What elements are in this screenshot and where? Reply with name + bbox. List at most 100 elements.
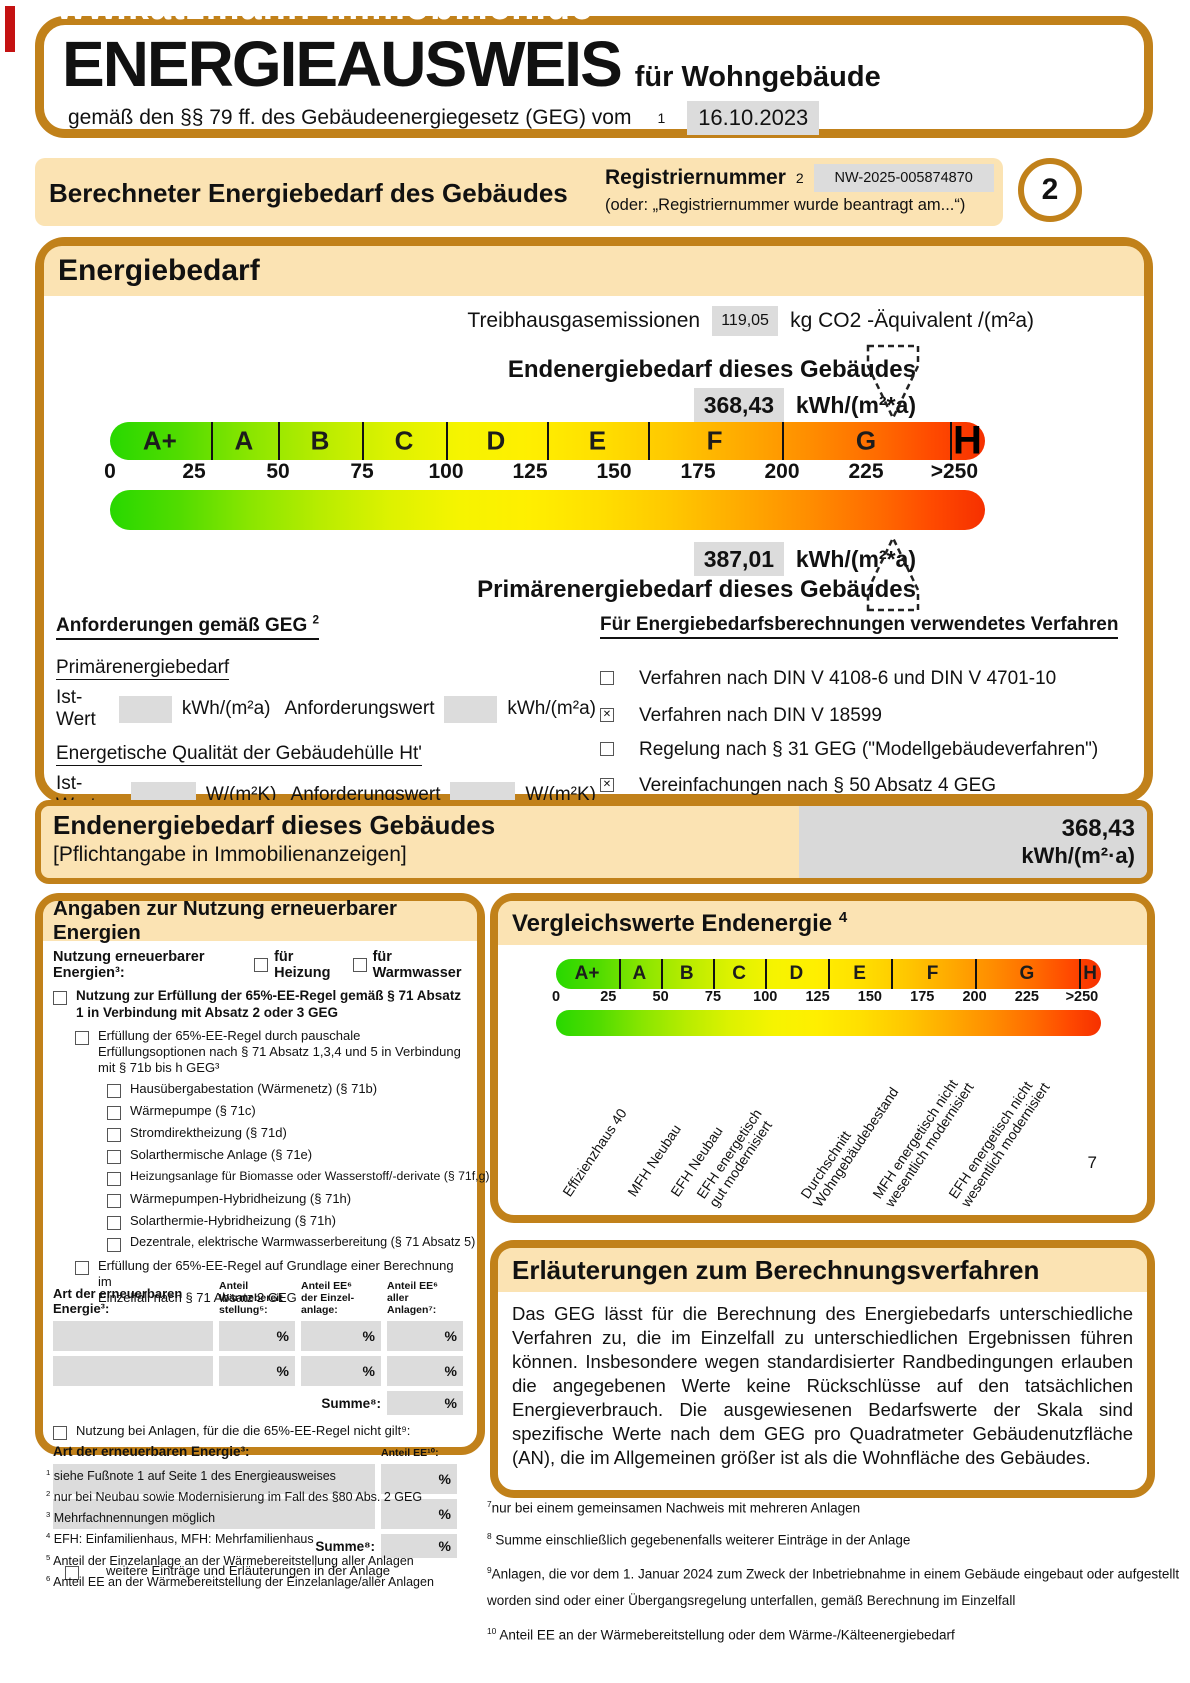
option-solarthermie-checkbox[interactable] [107,1149,121,1164]
pauschal-checkbox[interactable] [75,1030,89,1045]
not-applicable-label: Nutzung bei Anlagen, für die die 65%-EE-… [76,1423,411,1439]
primary-energy-label: Primärenergiebedarf dieses Gebäudes [477,576,916,603]
option-hausuebergabe-checkbox[interactable] [107,1083,121,1098]
end-energy-value-field[interactable]: 368,43 [693,388,784,422]
table1-row1-share2-field[interactable]: % [301,1321,381,1352]
table2-sum-field[interactable]: % [381,1534,457,1559]
scale-class-f: F [706,425,723,456]
option-stromdirekt-checkbox[interactable] [107,1127,121,1142]
table2-row2-type-field[interactable] [53,1499,375,1530]
more-entries-checkbox[interactable] [65,1566,79,1581]
energy-scale-letter-bar: A+ A B C D E F G H [110,419,985,463]
footnote-2: 2 nur bei Neubau sowie Modernisierung im… [46,1489,423,1505]
registration-number-field[interactable]: NW-2025-005874870 [813,164,994,192]
scale-class-g: G [855,425,877,456]
cmp-class-c: C [732,963,746,984]
table2-row2-share-field[interactable]: % [381,1499,457,1530]
option-biomasse-checkbox[interactable] [107,1171,121,1186]
table1-row1-share3-field[interactable]: % [387,1321,463,1352]
comparison-page-number: 7 [1087,1153,1097,1172]
comparison-letter-bar: A+ A B C D E F G H [556,959,1101,989]
requirements-title: Anforderungen gemäß GEG 2 [56,614,320,641]
footnotes-right: 7nur bei einem gemeinsamen Nachweis mit … [487,1494,1187,1652]
einzelfall-label: Erfüllung der 65%-EE-Regel auf Grundlage… [98,1257,454,1306]
renewables-box: Angaben zur Nutzung erneuerbarer Energie… [35,893,490,1581]
ist-wert-label: Ist-Wert [56,687,96,731]
law-reference: gemäß den §§ 79 ff. des Gebäudeenergiege… [68,106,632,129]
usage-heizung-label: für Heizung [274,949,331,981]
method-checkbox-vereinfachungen[interactable] [600,778,614,792]
primary-anf-field[interactable] [444,695,498,723]
usage-heizung-checkbox[interactable] [254,958,269,972]
scale-class-a: A [234,425,254,456]
footnote-9: 9Anlagen, die vor dem 1. Januar 2024 zum… [487,1565,1180,1608]
option-st-hybrid-label: Solarthermie-Hybridheizung (§ 71h) [130,1212,336,1228]
ghg-value-field[interactable]: 119,05 [712,306,779,336]
option-wp-hybrid-checkbox[interactable] [107,1193,121,1208]
cmp-class-e: E [853,963,866,984]
cmp-class-aplus: A+ [574,963,600,984]
table1-col2-header: Anteil EE⁶ der Einzel- anlage: [301,1280,355,1317]
energy-scale-gradient-bar [110,490,985,530]
table1-sum-field[interactable]: % [387,1391,463,1416]
not-applicable-checkbox[interactable] [53,1426,67,1441]
method-label-modellgebaeude: Regelung nach § 31 GEG ("Modellgebäudeve… [639,739,1099,760]
option-st-hybrid-checkbox[interactable] [107,1215,121,1230]
table1-col3-header: Anteil EE⁶ aller Anlagen⁷: [387,1280,438,1317]
explanations-body: Das GEG lässt für die Berechnung des Ene… [512,1303,1133,1469]
footnote-4: 4 EFH: Einfamilienhaus, MFH: Mehrfamilie… [46,1531,314,1547]
table1-row1-type-field[interactable] [53,1321,213,1352]
energy-box: Energiebedarf Treibhausgasemissionen 119… [35,237,1153,860]
method-checkbox-din18599[interactable] [600,708,614,722]
rule65-checkbox[interactable] [53,991,67,1005]
einzelfall-checkbox[interactable] [75,1260,89,1275]
explanations-title: Erläuterungen zum Berechnungsverfahren [512,1254,1040,1285]
option-biomasse-label: Heizungsanlage für Biomasse oder Wassers… [130,1168,490,1183]
method-checkbox-din4108[interactable] [600,671,614,685]
option-waermepumpe-checkbox[interactable] [107,1105,121,1120]
cmp-class-f: F [926,963,939,984]
table1-row2-share3-field[interactable]: % [387,1356,463,1387]
scale-class-h-current: H [953,418,982,463]
method-label-din18599: Verfahren nach DIN V 18599 [639,705,882,726]
primary-energy-value-field[interactable]: 387,01 [693,542,784,576]
table1-row2-share1-field[interactable]: % [219,1356,295,1387]
issue-date-field[interactable]: 16.10.2023 [687,101,820,135]
table1-col0-header: Art der erneuerbaren Energie³: [53,1285,183,1316]
table2-col0-header: Art der erneuerbaren Energie³: [53,1444,250,1460]
primary-energy-unit: kWh/(m²*a) [795,545,916,572]
method-checkbox-modellgebaeude[interactable] [600,742,614,756]
registration-alt-text: (oder: „Registriernummer wurde beantragt… [605,196,966,214]
footnote-ref-1: 1 [657,110,666,126]
cmp-class-d: D [789,963,804,984]
rule65-label: Nutzung zur Erfüllung der 65%-EE-Regel g… [76,988,462,1020]
ghg-unit: kg CO2 -Äquivalent /(m²a) [790,309,1034,332]
registration-label: Registriernummer [605,166,786,189]
usage-label: Nutzung erneuerbarer Energien³: [53,949,205,981]
table2-row1-type-field[interactable] [53,1464,375,1495]
table1-row2-share2-field[interactable]: % [301,1356,381,1387]
summary-subtitle: [Pflichtangabe in Immobilienanzeigen] [53,843,407,866]
header-box: ENERGIEAUSWEIS für Wohngebäude gemäß den… [35,16,1153,138]
footnote-5: 5 Anteil der Einzelanlage an der Wärmebe… [46,1552,414,1568]
scale-class-b: B [310,425,330,456]
table1-row2-type-field[interactable] [53,1356,213,1387]
primary-ist-field[interactable] [118,695,172,723]
cmp-class-h: H [1083,963,1097,984]
pauschal-label: Erfüllung der 65%-EE-Regel durch pauscha… [98,1027,461,1076]
renewables-table1: Art der erneuerbaren Energie³: Anteil Wä… [53,1280,469,1416]
summary-title: Endenergiebedarf dieses Gebäudes [53,810,496,840]
summary-value: 368,43 [1061,815,1135,842]
section2-band: Berechneter Energiebedarf des Gebäudes R… [35,158,1003,226]
usage-warmwasser-label: für Warmwasser [372,949,462,981]
footnote-6: 6 Anteil EE an der Wärmebereitstellung d… [46,1573,434,1589]
table1-row1-share1-field[interactable]: % [219,1321,295,1352]
table2-row1-share-field[interactable]: % [381,1464,457,1495]
usage-warmwasser-checkbox[interactable] [352,958,367,972]
section2-title: Berechneter Energiebedarf des Gebäudes [49,178,568,208]
comparison-box: Vergleichswerte Endenergie 4 A+ A B C D … [490,893,1155,1223]
option-dezentral-checkbox[interactable] [107,1237,121,1252]
page-subtitle: für Wohngebäude [634,61,881,93]
renewables-title: Angaben zur Nutzung erneuerbarer Energie… [53,897,397,944]
